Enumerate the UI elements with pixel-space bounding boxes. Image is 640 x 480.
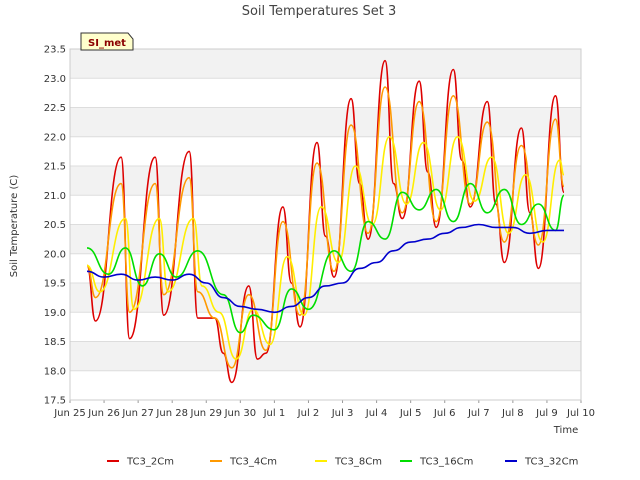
y-tick-label: 22.0	[44, 132, 66, 143]
x-tick-label: Jul 2	[297, 408, 320, 419]
legend: TC3_2Cm TC3_4Cm TC3_8Cm TC3_16Cm TC3_32Cm	[107, 457, 578, 468]
legend-label: TC3_8Cm	[334, 457, 382, 468]
site-badge-box	[80, 32, 134, 51]
x-tick-label: Jun 29	[190, 408, 223, 419]
x-tick-labels: Jun 25 Jun 26 Jun 27 Jun 28 Jun 29 Jun 30 Jul …	[53, 408, 595, 419]
x-tick-label: Jun 25	[53, 408, 86, 419]
chart-title: Soil Temperatures Set 3	[242, 4, 397, 19]
y-tick-labels: 17.5 18.0 18.5 19.0 19.5 20.0 20.5 21.0 21.5 22.0…	[44, 45, 66, 407]
background-band	[70, 283, 581, 313]
y-tick-label: 20.0	[44, 249, 66, 260]
y-tick-label: 23.0	[44, 74, 66, 85]
x-tick-label: Jul 7	[467, 408, 490, 419]
x-tick-label: Jul 4	[365, 408, 388, 419]
x-tick-label: Jun 30	[224, 408, 257, 419]
x-axis-label: Time	[553, 425, 578, 436]
background-band	[70, 224, 581, 254]
plot-frame	[69, 48, 582, 401]
legend-item: TC3_4Cm	[210, 457, 277, 468]
series-line-tc3_16cm	[86, 182, 565, 334]
y-tick-label: 17.5	[44, 396, 66, 407]
y-tick-label: 18.0	[44, 366, 66, 377]
y-tick-label: 22.5	[44, 103, 66, 114]
background-band	[70, 341, 581, 371]
x-tick-label: Jun 28	[155, 408, 188, 419]
background-band	[70, 107, 581, 137]
x-tick-label: Jul 8	[501, 408, 524, 419]
x-tick-label: Jun 26	[87, 408, 120, 419]
legend-item: TC3_2Cm	[107, 457, 174, 468]
legend-item: TC3_32Cm	[505, 457, 578, 468]
site-badge: SI_met	[80, 32, 134, 51]
legend-label: TC3_4Cm	[229, 457, 277, 468]
legend-label: TC3_2Cm	[126, 457, 174, 468]
y-tick-label: 19.0	[44, 308, 66, 319]
x-tick-label: Jul 10	[566, 408, 595, 419]
series-line-tc3_4cm	[86, 86, 565, 369]
series-line-tc3_32cm	[86, 223, 564, 314]
legend-label: TC3_16Cm	[419, 457, 473, 468]
x-tick-label: Jul 3	[331, 408, 354, 419]
background-band	[70, 49, 581, 79]
y-tick-label: 18.5	[44, 337, 66, 348]
series-lines	[86, 59, 565, 384]
y-tick-label: 20.5	[44, 220, 66, 231]
x-tick-label: Jul 6	[433, 408, 456, 419]
y-tick-label: 21.0	[44, 191, 66, 202]
y-tick-label: 21.5	[44, 162, 66, 173]
y-axis-label: Soil Temperature (C)	[9, 175, 20, 278]
y-tick-label: 23.5	[44, 45, 66, 56]
y-tick-label: 19.5	[44, 279, 66, 290]
site-badge-label: SI_met	[88, 38, 126, 49]
x-tick-label: Jul 1	[263, 408, 286, 419]
x-tick-label: Jul 5	[399, 408, 422, 419]
legend-label: TC3_32Cm	[524, 457, 578, 468]
legend-item: TC3_16Cm	[400, 457, 473, 468]
legend-item: TC3_8Cm	[315, 457, 382, 468]
x-tick-label: Jun 27	[121, 408, 154, 419]
series-line-tc3_8cm	[86, 136, 565, 360]
x-tick-label: Jul 9	[535, 408, 558, 419]
